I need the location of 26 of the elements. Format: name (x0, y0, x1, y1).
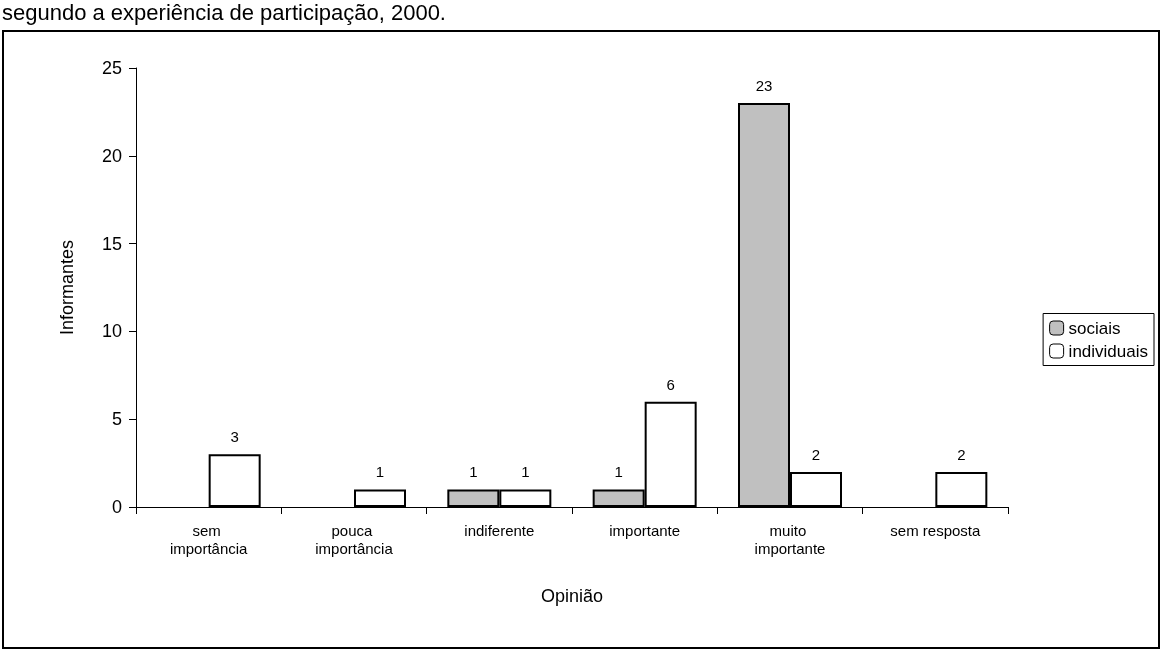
y-tick-label: 25 (101, 58, 122, 78)
x-tick-label: importante (609, 521, 681, 539)
x-tick-label: muito importante (754, 521, 826, 557)
x-tick-label: pouca importância (315, 521, 394, 557)
y-axis-title: Informantes (57, 239, 77, 336)
y-tick-label: 15 (101, 233, 122, 254)
x-tick-label: indiferente (464, 521, 535, 539)
y-tick-label: 10 (101, 321, 122, 342)
x-tick-label: sem resposta (890, 521, 981, 539)
y-tick-label: 5 (111, 409, 122, 430)
data-label: 1 (469, 463, 478, 481)
data-label: 23 (755, 77, 773, 95)
data-label: 3 (230, 428, 239, 446)
data-label: 6 (666, 375, 675, 393)
data-label: 1 (375, 463, 385, 481)
data-label: 2 (811, 445, 821, 463)
legend-label: individuais (1068, 341, 1149, 361)
data-label: 1 (614, 463, 623, 481)
x-tick-label: sem importância (169, 521, 249, 557)
chart-title: segundo a experiência de participação, 2000. (2, 0, 446, 26)
x-axis-title: Opinião (540, 586, 604, 606)
legend-label: sociais (1068, 318, 1121, 338)
y-tick-label: 20 (101, 145, 122, 166)
y-tick-label: 0 (111, 497, 122, 517)
data-label: 1 (521, 463, 530, 481)
data-label: 2 (957, 445, 966, 463)
